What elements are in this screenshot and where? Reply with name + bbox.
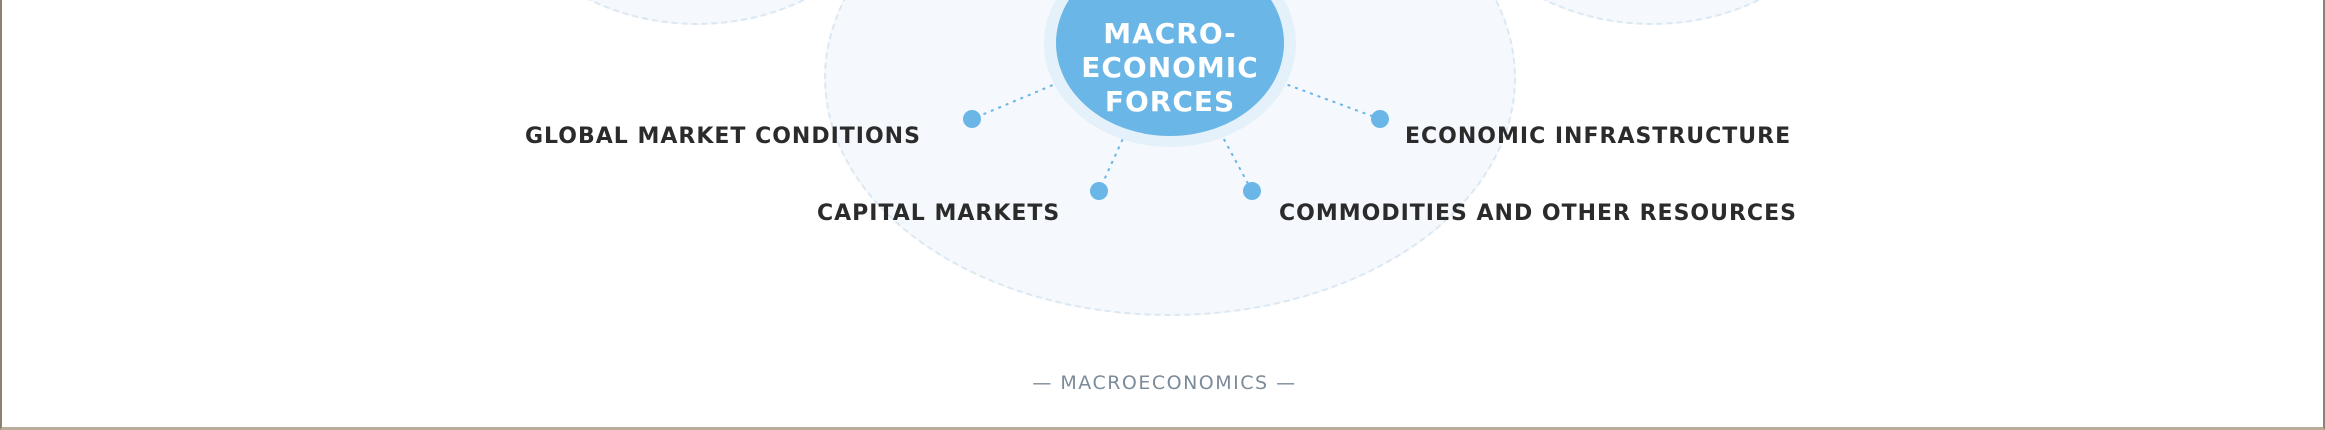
node-dot-capital-markets [1090,182,1108,200]
node-dot-economic-infrastructure [1371,110,1389,128]
node-label-capital-markets: CAPITAL MARKETS [817,201,1060,226]
diagram-caption: — MACROECONOMICS — [2,372,2325,394]
center-hub-line-2: ECONOMIC [1081,51,1259,85]
node-label-global-market-conditions: GLOBAL MARKET CONDITIONS [525,124,921,149]
node-label-commodities: COMMODITIES AND OTHER RESOURCES [1279,201,1797,226]
center-hub-line-3: FORCES [1105,85,1235,119]
connector-economic-infrastructure [1280,82,1380,119]
node-label-economic-infrastructure: ECONOMIC INFRASTRUCTURE [1405,124,1791,149]
center-hub-line-1: MACRO- [1103,17,1237,51]
connector-commodities [1220,132,1252,191]
caption-dash-right: — [1269,372,1297,394]
caption-dash-left: — [1032,372,1060,394]
caption-text: MACROECONOMICS [1060,372,1268,394]
connector-global-market-conditions [972,82,1060,119]
connector-capital-markets [1099,132,1126,191]
node-dot-commodities [1243,182,1261,200]
node-dot-global-market-conditions [963,110,981,128]
